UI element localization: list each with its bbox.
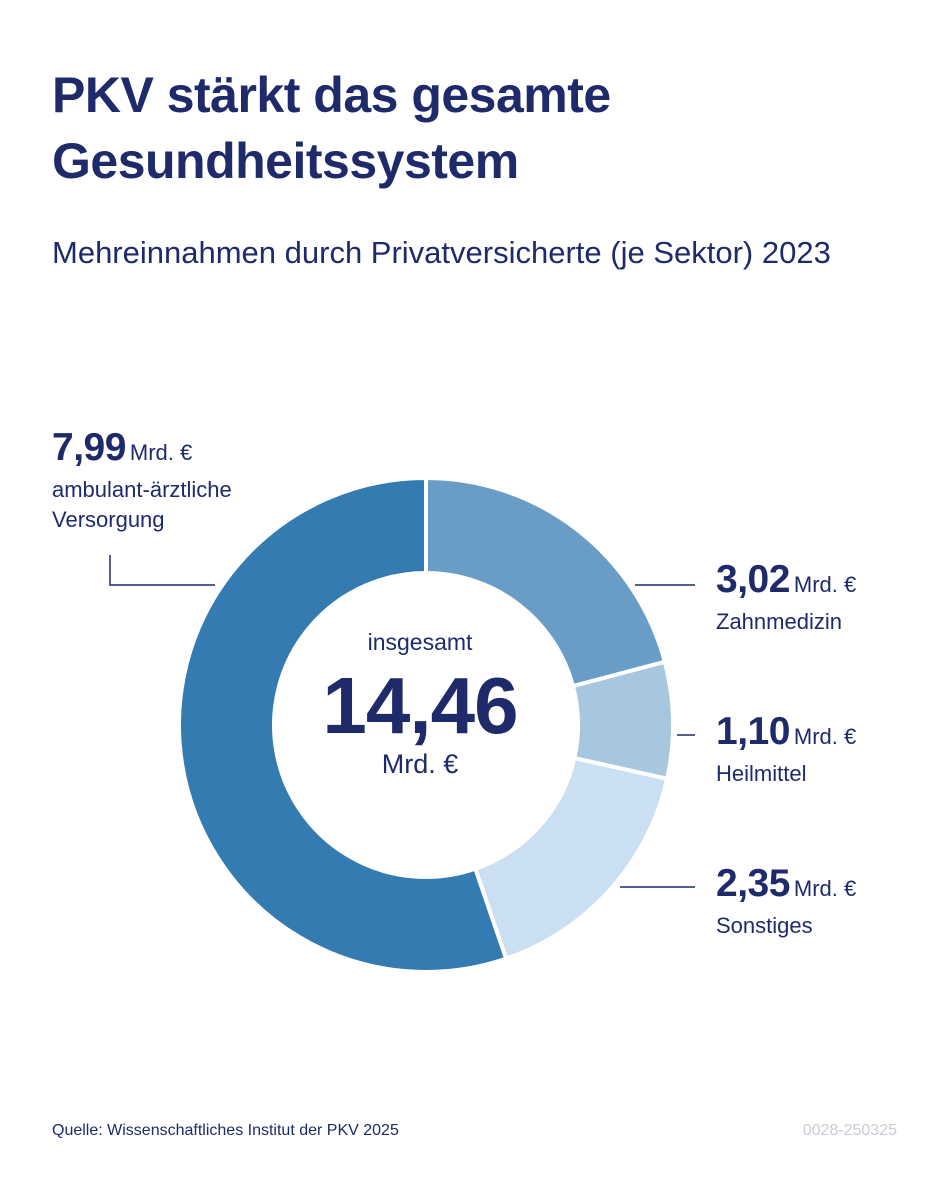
label-sonstiges: 2,35 Mrd. € Sonstiges <box>716 862 856 941</box>
chart-subtitle: Mehreinnahmen durch Privatversicherte (j… <box>52 235 831 270</box>
total-unit: Mrd. € <box>381 749 459 779</box>
value-sonstiges: 2,35 <box>716 862 790 905</box>
value-zahnmedizin: 3,02 <box>716 558 790 601</box>
chart-title: PKV stärkt das gesamte Gesundheitssystem <box>52 67 611 189</box>
donut-slice-zahnmedizin <box>424 475 668 689</box>
leader-line-ambulant <box>109 555 215 586</box>
donut-slice-sonstiges <box>472 755 670 962</box>
unit-sonstiges: Mrd. € <box>793 876 857 901</box>
leader-lines <box>109 555 695 888</box>
label-ambulant: 7,99 Mrd. € ambulant-ärztliche Versorgung <box>52 426 282 535</box>
desc-zahnmedizin: Zahnmedizin <box>716 609 842 634</box>
label-heilmittel: 1,10 Mrd. € Heilmittel <box>716 710 856 789</box>
source-note: Quelle: Wissenschaftliches Institut der … <box>52 1122 399 1139</box>
unit-ambulant: Mrd. € <box>129 440 193 465</box>
donut-slices <box>177 475 675 974</box>
donut-slice-ambulant-ärztliche-versorgung <box>177 475 509 974</box>
total-value: 14,46 <box>322 661 518 750</box>
value-heilmittel: 1,10 <box>716 710 790 753</box>
value-ambulant: 7,99 <box>52 426 126 469</box>
total-caption: insgesamt <box>367 629 473 655</box>
label-zahnmedizin: 3,02 Mrd. € Zahnmedizin <box>716 558 856 637</box>
desc-heilmittel: Heilmittel <box>716 761 807 786</box>
desc-ambulant: ambulant-ärztliche Versorgung <box>52 477 232 532</box>
unit-zahnmedizin: Mrd. € <box>793 572 857 597</box>
unit-heilmittel: Mrd. € <box>793 724 857 749</box>
donut-center: insgesamt 14,46 Mrd. € <box>270 625 570 781</box>
document-code: 0028-250325 <box>802 1122 897 1139</box>
desc-sonstiges: Sonstiges <box>716 913 813 938</box>
